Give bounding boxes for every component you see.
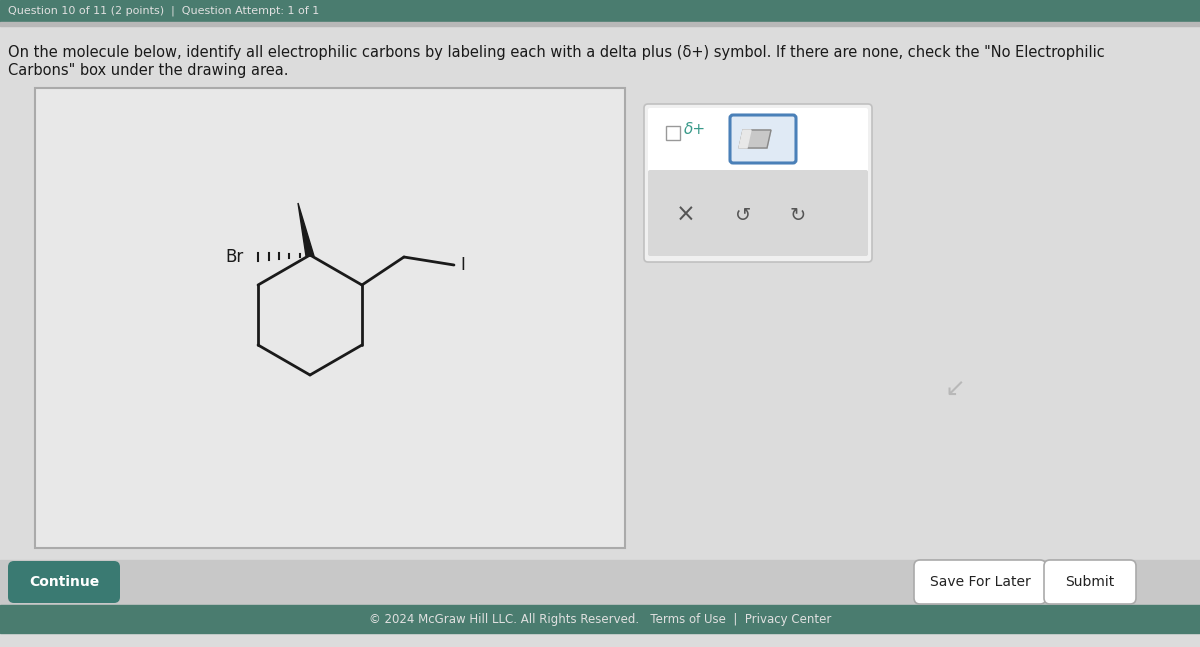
Text: ×: × [676, 203, 696, 227]
Polygon shape [739, 130, 772, 148]
Bar [0, 605, 1200, 633]
Polygon shape [298, 203, 314, 256]
Bar [0, 22, 1200, 26]
Text: © 2024 McGraw Hill LLC. All Rights Reserved.   Terms of Use  |  Privacy Center: © 2024 McGraw Hill LLC. All Rights Reser… [368, 613, 832, 626]
Text: I: I [460, 256, 464, 274]
Text: δ+: δ+ [684, 122, 706, 137]
Text: Save For Later: Save For Later [930, 575, 1031, 589]
FancyBboxPatch shape [1044, 560, 1136, 604]
FancyBboxPatch shape [648, 170, 868, 256]
FancyBboxPatch shape [648, 108, 868, 172]
FancyBboxPatch shape [644, 104, 872, 262]
Text: ↙: ↙ [944, 378, 966, 402]
Polygon shape [739, 130, 751, 148]
Bar [0, 0, 1200, 22]
FancyBboxPatch shape [914, 560, 1046, 604]
Text: ↻: ↻ [790, 206, 806, 225]
Bar [0, 560, 1200, 605]
Text: Question 10 of 11 (2 points)  |  Question Attempt: 1 of 1: Question 10 of 11 (2 points) | Question … [8, 6, 319, 16]
Bar [666, 126, 680, 140]
Text: Continue: Continue [29, 575, 100, 589]
Bar [35, 88, 625, 548]
FancyBboxPatch shape [730, 115, 796, 163]
Text: On the molecule below, identify all electrophilic carbons by labeling each with : On the molecule below, identify all elec… [8, 45, 1105, 60]
Text: Submit: Submit [1066, 575, 1115, 589]
Text: Carbons" box under the drawing area.: Carbons" box under the drawing area. [8, 63, 288, 78]
Text: Br: Br [226, 248, 244, 266]
Text: ↺: ↺ [734, 206, 751, 225]
FancyBboxPatch shape [8, 561, 120, 603]
